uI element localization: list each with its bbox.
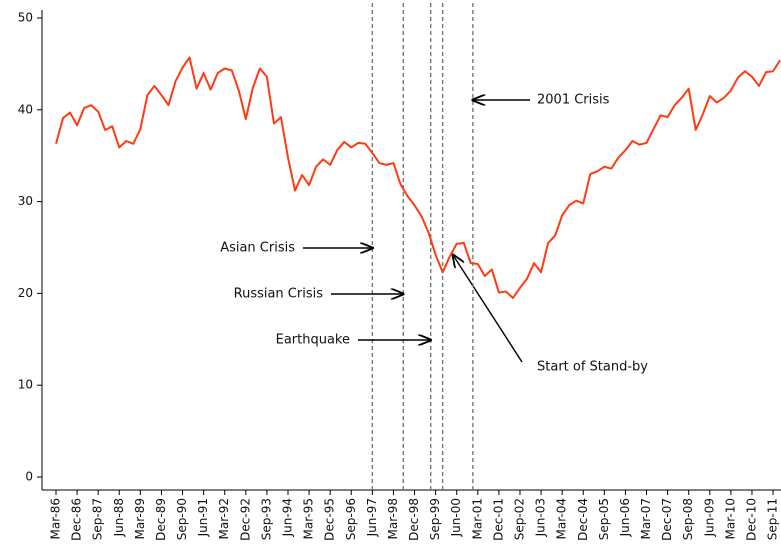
x-tick-label: Jun-91 xyxy=(196,498,210,537)
x-tick-label: Mar-92 xyxy=(217,498,231,539)
x-tick-label: Dec-01 xyxy=(491,498,505,541)
y-tick-label: 30 xyxy=(18,194,33,208)
y-tick-label: 0 xyxy=(25,470,33,484)
x-tick-label: Mar-01 xyxy=(470,498,484,539)
x-tick-label: Dec-89 xyxy=(154,498,168,541)
x-tick-label: Mar-07 xyxy=(639,498,653,539)
event-label: Earthquake xyxy=(276,333,350,348)
x-tick-label: Sep-02 xyxy=(512,498,526,540)
x-tick-label: Jun-06 xyxy=(618,498,632,537)
event-label: Asian Crisis xyxy=(220,241,295,256)
event-label: 2001 Crisis xyxy=(537,93,610,108)
x-tick-label: Sep-11 xyxy=(766,498,780,540)
x-tick-label: Mar-86 xyxy=(49,498,63,539)
x-tick-label: Mar-95 xyxy=(302,498,316,539)
y-tick-label: 50 xyxy=(18,11,33,25)
x-tick-label: Sep-99 xyxy=(428,498,442,540)
x-tick-label: Mar-10 xyxy=(723,498,737,539)
line-series xyxy=(55,56,781,299)
x-tick-label: Sep-93 xyxy=(259,498,273,540)
x-tick-label: Sep-08 xyxy=(681,498,695,540)
y-tick-label: 20 xyxy=(18,286,33,300)
x-tick-label: Jun-94 xyxy=(280,498,294,537)
x-tick-label: Sep-87 xyxy=(91,498,105,540)
x-tick-label: Dec-10 xyxy=(744,498,758,541)
x-tick-label: Mar-04 xyxy=(555,498,569,539)
y-tick-label: 40 xyxy=(18,102,33,116)
x-tick-label: Mar-98 xyxy=(386,498,400,539)
event-label: Russian Crisis xyxy=(234,287,324,302)
x-tick-label: Sep-90 xyxy=(175,498,189,540)
x-tick-label: Sep-96 xyxy=(344,498,358,540)
x-tick-label: Dec-95 xyxy=(323,498,337,541)
x-tick-label: Dec-04 xyxy=(576,498,590,541)
x-tick-label: Sep-05 xyxy=(597,498,611,540)
x-tick-label: Jun-00 xyxy=(449,498,463,537)
x-tick-label: Dec-92 xyxy=(238,498,252,541)
x-tick-label: Dec-07 xyxy=(660,498,674,541)
x-tick-label: Mar-89 xyxy=(133,498,147,539)
x-tick-label: Jun-09 xyxy=(702,498,716,537)
x-tick-label: Dec-98 xyxy=(407,498,421,541)
event-label: Start of Stand-by xyxy=(537,360,648,375)
y-tick-label: 10 xyxy=(18,378,33,392)
x-tick-label: Jun-88 xyxy=(112,498,126,537)
x-tick-label: Jun-03 xyxy=(534,498,548,537)
event-arrow xyxy=(453,255,523,363)
x-tick-label: Jun-97 xyxy=(365,498,379,537)
x-tick-label: Dec-86 xyxy=(70,498,84,541)
